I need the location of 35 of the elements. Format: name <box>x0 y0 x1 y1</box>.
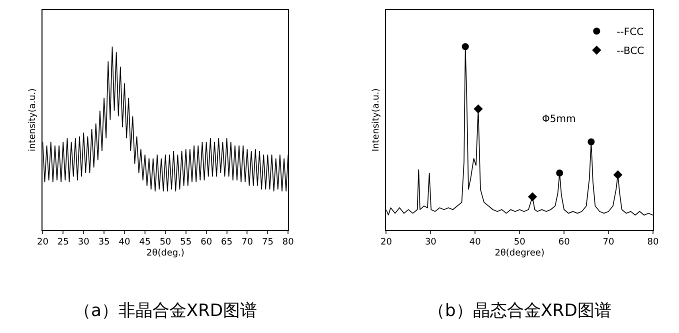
legend-label: --BCC <box>616 46 644 58</box>
x-tick-label: 50 <box>160 238 172 248</box>
x-tick-label: 55 <box>180 238 192 248</box>
x-tick-label: 80 <box>282 238 294 248</box>
point <box>588 138 595 146</box>
x-tick-label: 80 <box>647 238 659 248</box>
y-axis-title: Intensity(a.u.) <box>372 88 382 152</box>
x-tick-label: 60 <box>200 238 212 248</box>
x-axis-title: 2θ(deg.) <box>146 248 184 258</box>
x-tick-label: 75 <box>262 238 274 248</box>
x-tick-label: 70 <box>242 238 254 248</box>
legend-label: --FCC <box>616 27 644 38</box>
point <box>474 104 483 114</box>
x-tick-label: 30 <box>424 238 437 248</box>
point <box>613 170 622 180</box>
y-axis-title: intensity(a.u.) <box>28 88 38 152</box>
x-tick-label: 40 <box>118 238 131 248</box>
x-tick-label: 50 <box>514 238 526 248</box>
x-axis-title: 2θ(degree) <box>494 248 544 258</box>
annotation: Φ5mm <box>542 114 576 125</box>
point <box>528 192 538 202</box>
x-tick-label: 60 <box>558 238 570 248</box>
x-tick-label: 20 <box>380 238 392 248</box>
x-tick-label: 30 <box>78 238 90 248</box>
x-tick-label: 35 <box>98 238 110 248</box>
x-tick-label: 70 <box>602 238 615 248</box>
text: （b）晶态合金XRD图谱 <box>428 301 612 321</box>
x-tick-label: 40 <box>469 238 482 248</box>
x-tick-label: 20 <box>36 238 49 248</box>
x-tick-label: 45 <box>139 238 151 248</box>
text: （a）非晶合金XRD图谱 <box>74 301 257 321</box>
point <box>556 169 564 176</box>
point <box>462 43 469 50</box>
x-tick-label: 25 <box>57 238 69 248</box>
x-tick-label: 65 <box>221 238 232 248</box>
